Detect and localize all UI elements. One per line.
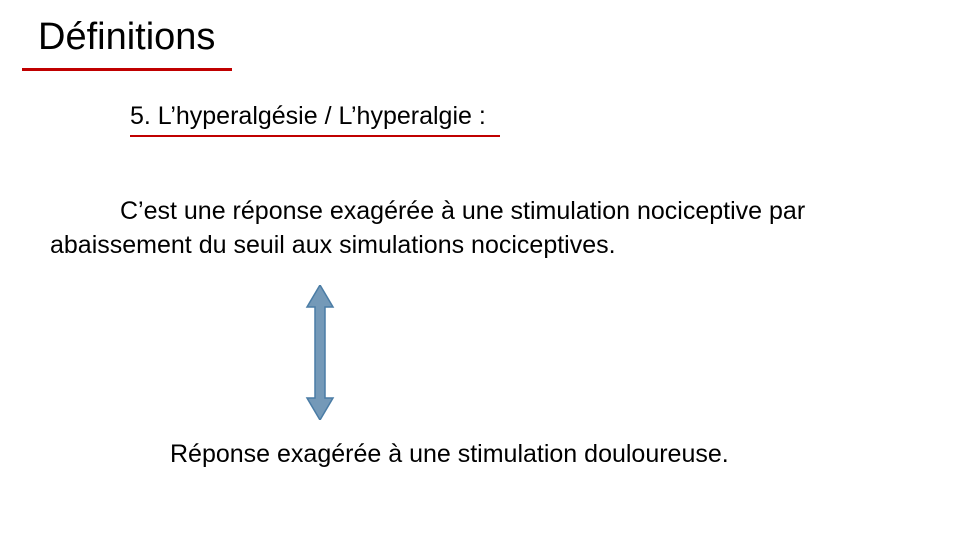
subheading: 5. L’hyperalgésie / L’hyperalgie : [130, 102, 486, 131]
definition-line-2: abaissement du seuil aux simulations noc… [50, 231, 616, 259]
subheading-underline [130, 135, 500, 137]
title-underline [22, 68, 232, 71]
double-arrow-icon [305, 285, 335, 420]
slide: Définitions 5. L’hyperalgésie / L’hypera… [0, 0, 960, 540]
slide-title: Définitions [38, 16, 215, 59]
double-arrow-shape [307, 285, 333, 420]
summary-line: Réponse exagérée à une stimulation doulo… [170, 440, 729, 469]
definition-line-1: C’est une réponse exagérée à une stimula… [120, 197, 805, 225]
definition-paragraph: C’est une réponse exagérée à une stimula… [50, 195, 910, 263]
